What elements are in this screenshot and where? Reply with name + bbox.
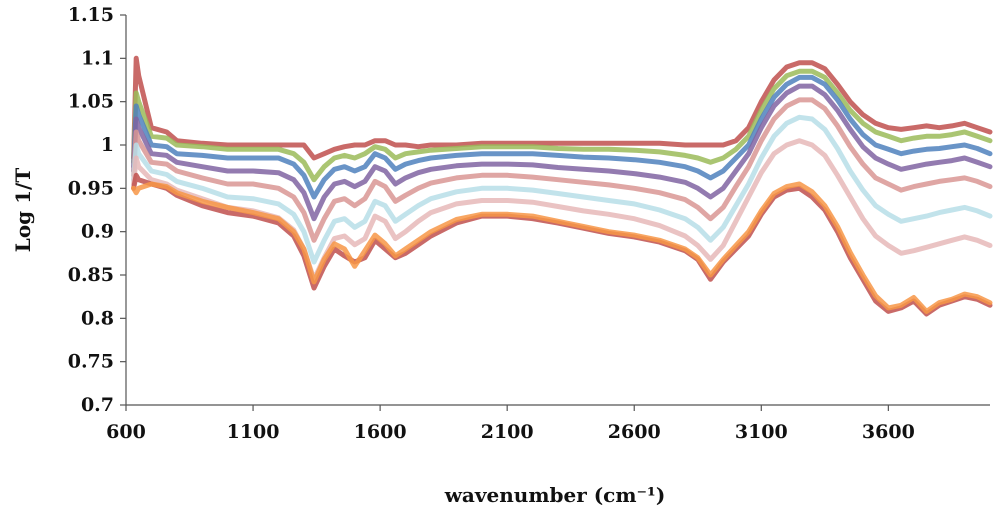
- spectrum-series-line: [131, 74, 993, 200]
- x-tick-label: 2600: [608, 421, 661, 443]
- y-tick-label: 1.15: [68, 4, 114, 26]
- spectrum-series-line: [131, 181, 993, 314]
- spectrum-series-line: [131, 55, 993, 161]
- y-tick-label: 1: [101, 134, 114, 156]
- y-tick-label: 0.8: [81, 307, 114, 329]
- x-tick-label: 3100: [735, 421, 788, 443]
- x-tick-label: 3600: [862, 421, 915, 443]
- y-tick-label: 1.05: [68, 91, 114, 113]
- x-tick-group: 600 1100 1600 2100 2600 3100 3600: [106, 405, 915, 443]
- x-tick-label: 600: [106, 421, 146, 443]
- y-tick-label: 0.75: [68, 351, 114, 373]
- x-tick-label: 2100: [481, 421, 534, 443]
- y-tick-group: 0.7 0.75 0.8 0.85 0.9 0.95 1 1.05 1.1 1.15: [68, 4, 126, 416]
- y-tick-label: 0.95: [68, 177, 114, 199]
- x-axis-title: wavenumber (cm⁻¹): [444, 483, 666, 507]
- y-tick-label: 1.1: [81, 47, 114, 69]
- x-tick-label: 1100: [227, 421, 280, 443]
- y-axis-title: Log 1/T: [11, 168, 35, 253]
- spectrum-series-line: [131, 97, 993, 243]
- x-tick-label: 1600: [354, 421, 407, 443]
- y-tick-label: 0.9: [81, 221, 114, 243]
- spectrum-series-line: [131, 114, 993, 265]
- y-tick-label: 0.7: [81, 394, 114, 416]
- y-tick-label: 0.85: [68, 264, 114, 286]
- spectrum-series-line: [131, 68, 993, 183]
- series-layer: [131, 55, 993, 317]
- spectrum-series-line: [131, 83, 993, 222]
